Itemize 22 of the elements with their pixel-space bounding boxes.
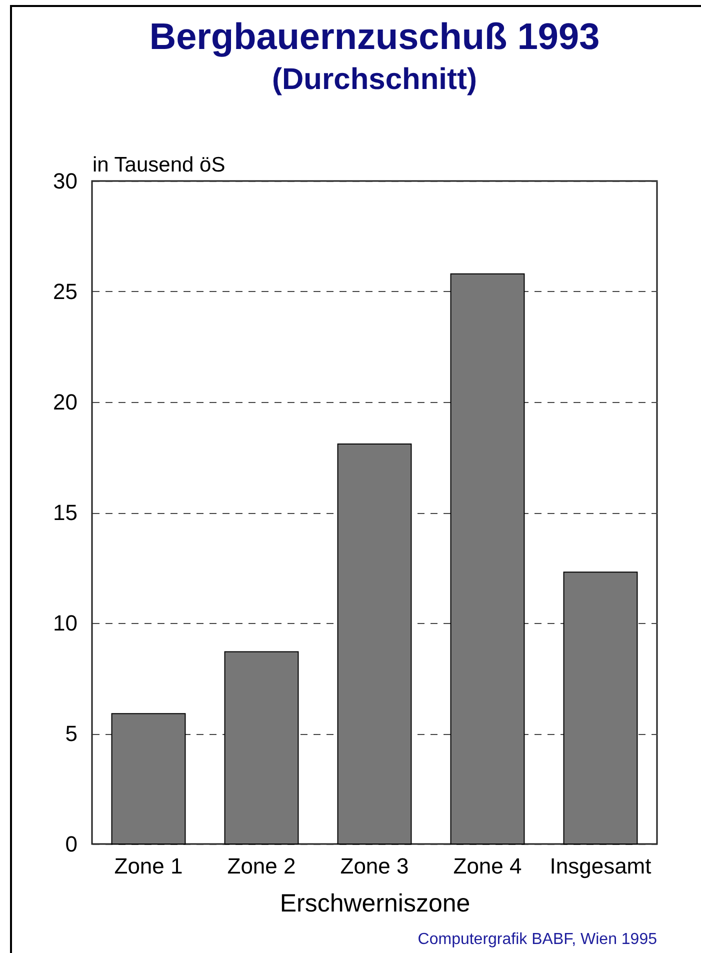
x-tick-label: Zone 1 (114, 854, 183, 878)
bar (563, 572, 638, 844)
y-tick-label: 5 (65, 721, 78, 746)
bar (111, 713, 186, 844)
chart-subtitle: (Durchschnitt) (272, 63, 477, 96)
x-axis-title: Erschwerniszone (280, 890, 470, 918)
chart-title: Bergbauernzuschuß 1993 (149, 16, 600, 57)
x-tick-label: Insgesamt (550, 854, 652, 878)
y-tick-label: 10 (53, 610, 78, 636)
x-tick-label: Zone 2 (227, 854, 296, 878)
bar (450, 273, 525, 844)
y-tick-label: 0 (65, 832, 78, 856)
bar (337, 443, 412, 844)
y-tick-label: 25 (53, 279, 78, 304)
y-axis-title: in Tausend öS (92, 154, 226, 176)
x-tick-label: Zone 3 (340, 854, 409, 878)
x-tick-label: Zone 4 (453, 854, 522, 878)
y-tick-label: 15 (53, 500, 78, 525)
text: Computergrafik BABF, Wien 1995 (418, 931, 657, 949)
y-tick-label: 20 (53, 390, 78, 414)
bar (224, 651, 299, 844)
y-tick-label: 30 (53, 168, 78, 194)
